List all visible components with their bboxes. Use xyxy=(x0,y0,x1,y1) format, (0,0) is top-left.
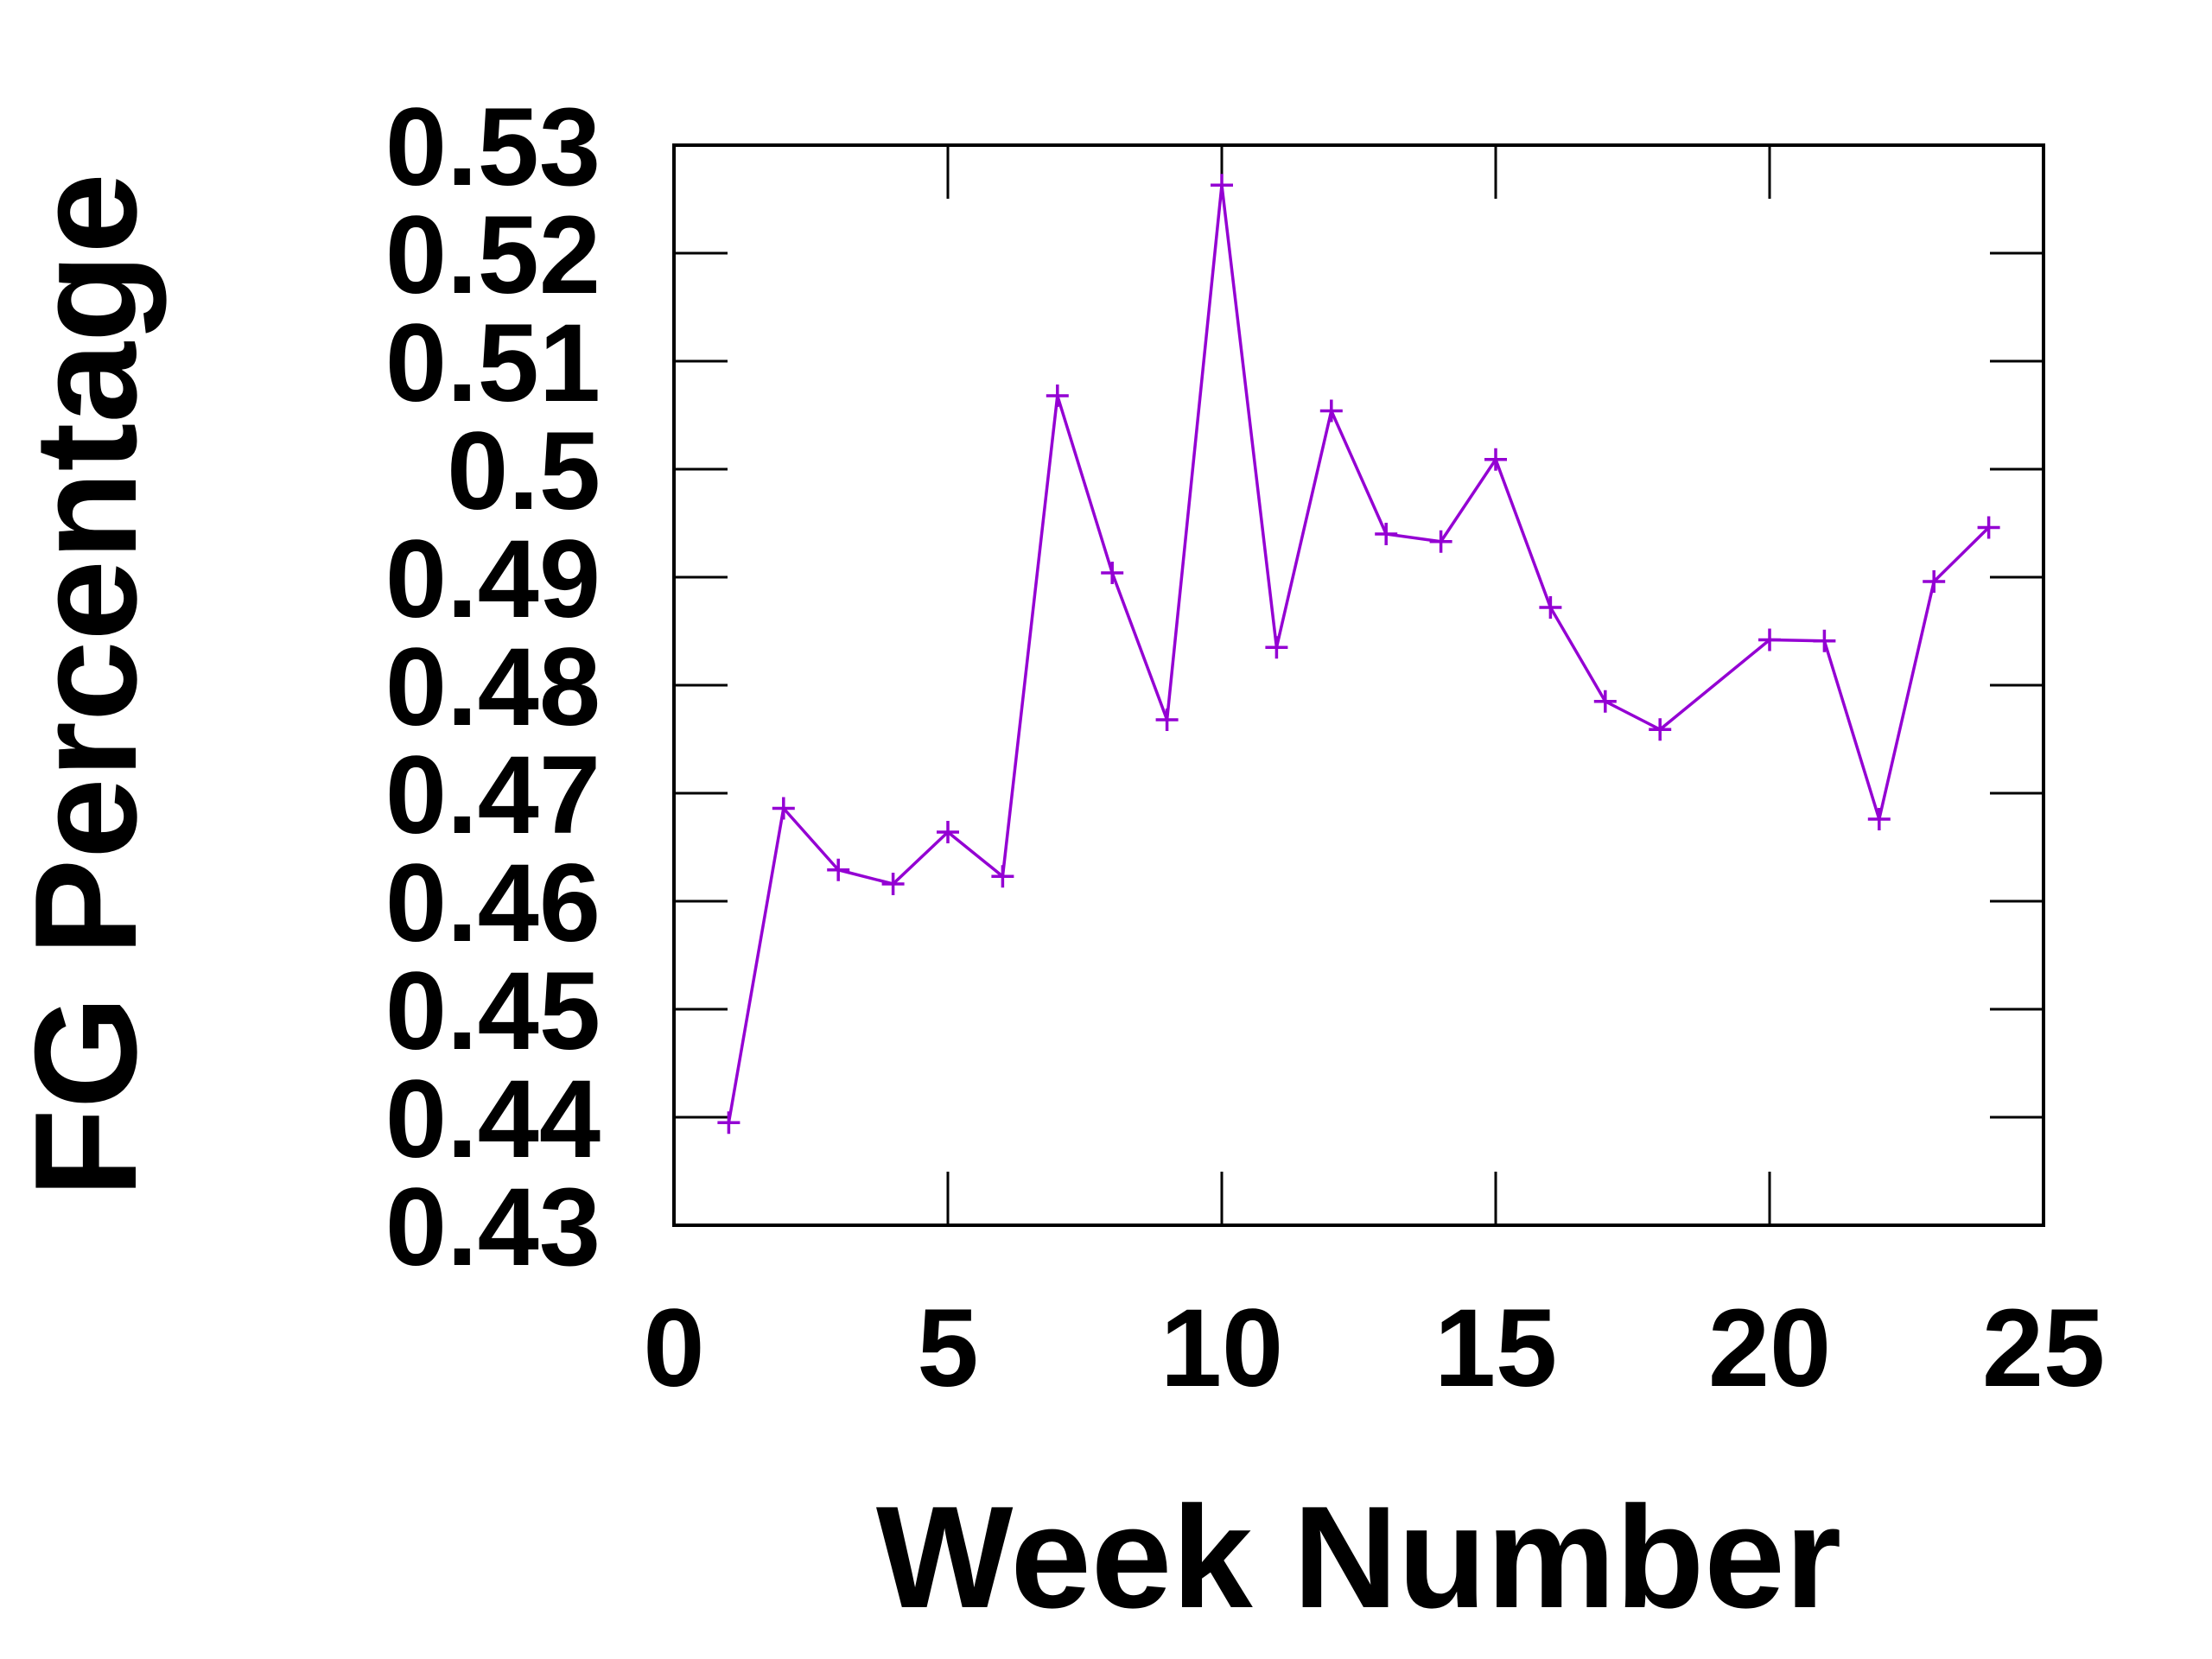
data-point-marker xyxy=(1758,628,1781,652)
y-tick-label: 0.46 xyxy=(385,842,601,965)
y-tick-label: 0.53 xyxy=(385,86,601,209)
y-tick-label: 0.45 xyxy=(385,950,601,1073)
x-tick-label: 10 xyxy=(1160,1287,1283,1410)
data-point-marker xyxy=(1593,690,1617,713)
y-tick-label: 0.52 xyxy=(385,194,601,317)
data-point-marker xyxy=(1265,636,1288,659)
x-tick-label: 25 xyxy=(1982,1287,2105,1410)
data-point-marker xyxy=(1046,385,1069,407)
x-tick-label: 20 xyxy=(1708,1287,1831,1410)
data-point-marker xyxy=(1977,516,2000,539)
data-point-marker xyxy=(1649,718,1672,741)
data-point-marker xyxy=(1155,709,1179,731)
data-point-marker xyxy=(1539,596,1562,619)
y-tick-label: 0.49 xyxy=(385,518,601,641)
data-point-marker xyxy=(1211,174,1233,197)
y-tick-label: 0.51 xyxy=(385,302,601,425)
plot-area-frame xyxy=(672,143,2045,1227)
series-layer xyxy=(717,174,2000,1135)
y-tick-label: 0.48 xyxy=(385,626,601,749)
data-point-marker xyxy=(1484,448,1507,471)
data-point-marker xyxy=(1429,530,1452,553)
data-point-marker xyxy=(717,1111,741,1135)
data-point-marker xyxy=(937,821,959,843)
data-point-marker xyxy=(1101,562,1124,584)
data-point-marker xyxy=(1813,629,1836,652)
x-axis-title: Week Number xyxy=(876,1476,1841,1638)
y-axis-title: FG Percentage xyxy=(4,173,167,1198)
x-tick-labels: 0 5 10 15 20 25 xyxy=(643,1287,2105,1410)
data-point-marker xyxy=(1375,523,1398,545)
y-tick-label: 0.43 xyxy=(385,1166,601,1289)
data-point-marker xyxy=(881,873,905,895)
data-point-marker xyxy=(827,858,850,881)
series-line xyxy=(727,183,1990,1123)
x-tick-label: 15 xyxy=(1434,1287,1557,1410)
y-tick-label: 0.44 xyxy=(385,1058,601,1181)
data-point-marker xyxy=(1867,808,1891,830)
x-tick-label: 0 xyxy=(643,1287,704,1410)
y-tick-label: 0.47 xyxy=(385,734,601,857)
data-point-marker xyxy=(772,797,795,820)
data-point-marker xyxy=(1319,399,1343,423)
data-point-marker xyxy=(1923,570,1946,593)
x-tick-label: 5 xyxy=(917,1287,978,1410)
y-tick-labels: 0.430.440.450.460.470.480.490.50.510.520… xyxy=(385,86,601,1289)
data-point-marker xyxy=(991,865,1014,888)
y-tick-label: 0.5 xyxy=(447,410,601,533)
